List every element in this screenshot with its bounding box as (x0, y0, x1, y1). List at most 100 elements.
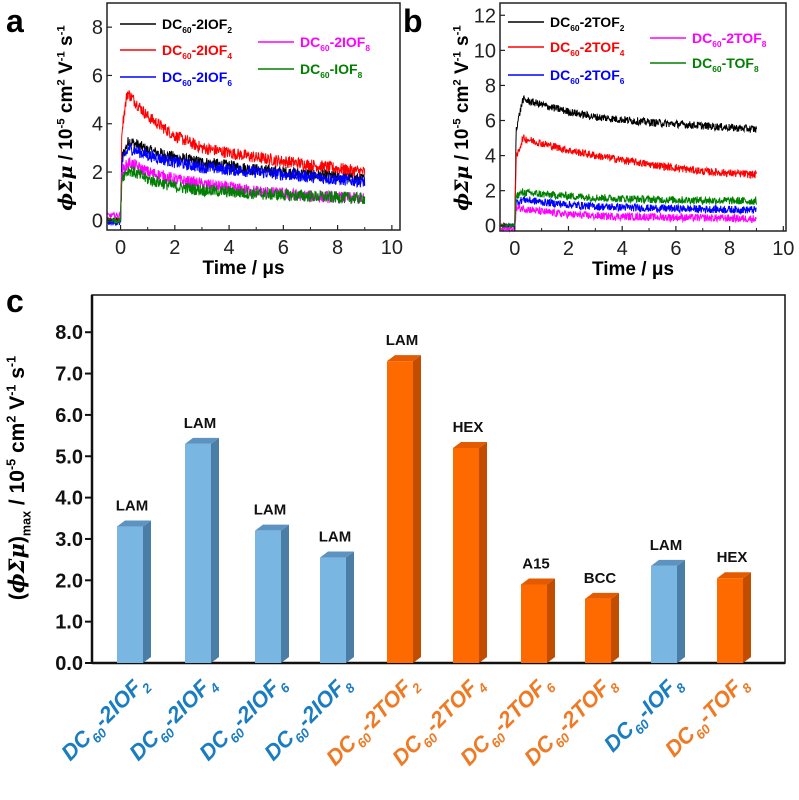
bar-front (521, 584, 547, 663)
text-part: -IOF (330, 61, 358, 77)
bar-front (717, 578, 743, 663)
y-tick-label: 5.0 (55, 446, 83, 468)
text-part: cm (452, 86, 473, 119)
series-line (106, 143, 366, 226)
bar-top (651, 559, 685, 566)
plot-frame (106, 2, 401, 231)
series-line (106, 90, 366, 224)
bar-annotation: LAM (184, 415, 217, 432)
text-part: / 10 (6, 470, 29, 511)
x-axis-label: Time / μs (202, 258, 284, 279)
text-part: -2IOF (89, 675, 147, 733)
text-part: DC (300, 34, 320, 50)
text-part: -2IOF (227, 675, 285, 733)
text-part: -TOF (693, 675, 747, 729)
text-part: -2TOF (488, 675, 551, 738)
x-tick-label: 10 (772, 238, 794, 260)
text-part: -2TOF (722, 30, 763, 46)
text-part: -2TOF (354, 675, 417, 738)
text-part: DC (519, 729, 560, 770)
bar-top (387, 355, 421, 362)
bar-front (255, 530, 281, 663)
text-part: 60 (320, 43, 330, 53)
bar-front (651, 565, 677, 663)
bar (521, 578, 555, 663)
x-tick-label: 0 (509, 238, 520, 260)
text-part: -1 (55, 51, 67, 62)
text-part: DC (550, 39, 570, 55)
legend-label: DC60-2IOF2 (162, 16, 232, 35)
bar-top (585, 592, 619, 599)
bar-side (413, 355, 421, 663)
text-part: DC (124, 724, 165, 765)
legend-label: DC60-2IOF8 (300, 34, 370, 53)
legend-label: DC60-2IOF4 (162, 42, 232, 61)
text-part: ϕΣμ (451, 165, 473, 210)
text-part: / 10 (452, 129, 473, 166)
text-part: DC (162, 69, 182, 85)
bar-side (346, 551, 354, 663)
series-line (500, 134, 757, 229)
bar (320, 551, 354, 663)
text-part: DC (194, 724, 235, 765)
text-part: ) (6, 536, 29, 543)
panel-letter: b (403, 3, 423, 39)
bar-side (547, 578, 555, 663)
text-part: cm (56, 86, 77, 119)
bar-front (320, 557, 346, 663)
x-tick-label: 2 (563, 238, 574, 260)
text-part: -2TOF (552, 675, 615, 738)
text-part: 60 (182, 78, 192, 88)
x-tick-label: 6 (278, 237, 289, 259)
legend-label: DC60-2IOF6 (162, 69, 232, 88)
series-line (500, 203, 757, 233)
text-part: 8 (365, 43, 370, 53)
series-line (500, 195, 757, 230)
y-tick-label: 2 (92, 162, 103, 184)
bar (585, 592, 619, 663)
bar-annotation: A15 (522, 555, 550, 572)
text-part: -2IOF (157, 675, 215, 733)
y-tick-label: 4.0 (55, 488, 83, 510)
y-tick-label: 10 (474, 40, 496, 62)
x-tick-label: 0 (115, 237, 126, 259)
series-line (106, 166, 366, 225)
y-tick-label: 4 (92, 114, 103, 136)
text-part: -2TOF (580, 67, 621, 83)
text-part: 2 (55, 79, 67, 85)
text-part: DC (692, 30, 712, 46)
y-tick-label: 6 (92, 65, 103, 87)
bar-top (185, 437, 219, 444)
text-part: 2 (227, 25, 232, 35)
text-part: 60 (182, 25, 192, 35)
text-part: V (452, 61, 473, 79)
text-part: -1 (5, 385, 19, 396)
legend-label: DC60-TOF8 (692, 55, 759, 74)
text-part: s (56, 35, 77, 51)
x-tick-label: 2 (169, 237, 180, 259)
legend: DC60-2IOF2 DC60-2IOF4 DC60-2IOF6 DC60-2IOF8… (120, 16, 370, 88)
bar-annotation: HEX (717, 549, 748, 566)
text-part: -IOF (632, 675, 681, 724)
bar-side (677, 559, 685, 663)
x-tick-label: 8 (724, 238, 735, 260)
bar-side (143, 520, 151, 663)
text-part: 60 (182, 51, 192, 61)
bar (651, 559, 685, 663)
text-part: DC (259, 724, 300, 765)
legend-label: DC60-2TOF4 (550, 39, 625, 58)
plot-frame (499, 2, 787, 232)
y-tick-label: 6.0 (55, 405, 83, 427)
y-tick-label: 12 (474, 5, 496, 27)
text-part: DC (550, 67, 570, 83)
text-part: DC (550, 14, 570, 30)
text-part: DC (162, 16, 182, 32)
bar-side (211, 437, 219, 663)
text-part: 60 (570, 48, 580, 58)
text-part: V (6, 396, 29, 416)
y-tick-label: 8.0 (55, 322, 83, 344)
text-part: V (56, 61, 77, 79)
bar-front (453, 447, 479, 663)
text-part: 2 (451, 79, 463, 85)
